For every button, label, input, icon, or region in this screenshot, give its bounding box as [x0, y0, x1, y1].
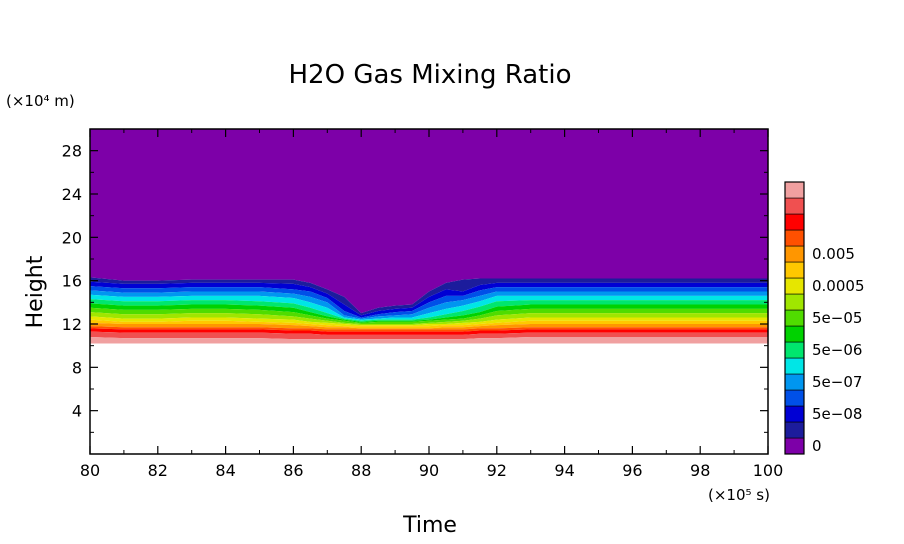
y-unit-label: (×10⁴ m): [6, 92, 75, 110]
colorbar-label: 0.0005: [812, 277, 865, 295]
colorbar-swatch: [784, 213, 805, 231]
colorbar-swatch: [784, 197, 805, 215]
y-tick-label: 12: [62, 315, 82, 334]
colorbar-frame: [784, 181, 805, 455]
x-axis: 80 82 84 86 88 90 92 94 96 98 100: [80, 129, 783, 480]
x-tick-label: 90: [419, 461, 439, 480]
contour-band-3: [90, 286, 768, 319]
y-tick-label: 24: [62, 185, 82, 204]
colorbar-swatch: [784, 325, 805, 343]
colorbar-swatch: [784, 437, 805, 455]
x-tick-label: 80: [80, 461, 100, 480]
x-tick-label: 84: [215, 461, 235, 480]
x-axis-title: Time: [402, 513, 457, 538]
contour-band-7: [90, 303, 768, 323]
contour-band-13: [90, 326, 768, 332]
colorbar-label: 5e−07: [812, 373, 862, 391]
x-tick-label: 82: [148, 461, 168, 480]
x-tick-label: 86: [283, 461, 303, 480]
colorbar-swatch: [784, 293, 805, 311]
y-axis: 4 8 12 16 20 24 28: [62, 142, 768, 433]
x-tick-label: 98: [690, 461, 710, 480]
contour-band-8: [90, 307, 768, 324]
colorbar-swatch: [784, 373, 805, 391]
y-tick-label: 8: [72, 358, 82, 377]
x-tick-label: 100: [753, 461, 784, 480]
plot-area: [90, 129, 768, 344]
y-axis-title: Height: [23, 255, 48, 328]
contour-band-1: [90, 277, 768, 316]
colorbar-swatch: [784, 341, 805, 359]
contour-band-9: [90, 312, 768, 326]
y-tick-label: 20: [62, 228, 82, 247]
contour-band-10: [90, 316, 768, 327]
colorbar-swatch: [784, 277, 805, 295]
contour-band-6: [90, 299, 768, 322]
colorbar-label: 5e−05: [812, 309, 862, 327]
x-unit-label: (×10⁵ s): [708, 486, 770, 504]
colorbar-swatch: [784, 357, 805, 375]
colorbar-swatch: [784, 421, 805, 439]
contour-band-15: [90, 331, 768, 340]
contour-band-0: [90, 129, 768, 314]
contour-band-2: [90, 281, 768, 318]
colorbar-swatch: [784, 245, 805, 263]
x-tick-label: 94: [554, 461, 574, 480]
colorbar-label: 5e−06: [812, 341, 862, 359]
contour-band-12: [90, 322, 768, 330]
y-tick-label: 4: [72, 402, 82, 421]
colorbar-swatch: [784, 389, 805, 407]
x-tick-label: 88: [351, 461, 371, 480]
y-tick-label: 16: [62, 272, 82, 291]
contour-band-11: [90, 319, 768, 329]
colorbar-swatch: [784, 181, 805, 199]
chart-title: H2O Gas Mixing Ratio: [289, 60, 572, 90]
colorbar-swatch: [784, 405, 805, 423]
colorbar: 0 5e−08 5e−07 5e−06 5e−05 0.0005 0.005: [784, 181, 865, 455]
colorbar-label: 0: [812, 437, 822, 455]
colorbar-swatch: [784, 309, 805, 327]
x-tick-label: 92: [487, 461, 507, 480]
contour-band-4: [90, 290, 768, 320]
colorbar-label: 0.005: [812, 245, 855, 263]
x-tick-label: 96: [622, 461, 642, 480]
contour-band-16: [90, 337, 768, 344]
contour-band-14: [90, 328, 768, 335]
colorbar-label: 5e−08: [812, 405, 862, 423]
colorbar-swatch: [784, 261, 805, 279]
y-tick-label: 28: [62, 142, 82, 161]
colorbar-swatch: [784, 229, 805, 247]
